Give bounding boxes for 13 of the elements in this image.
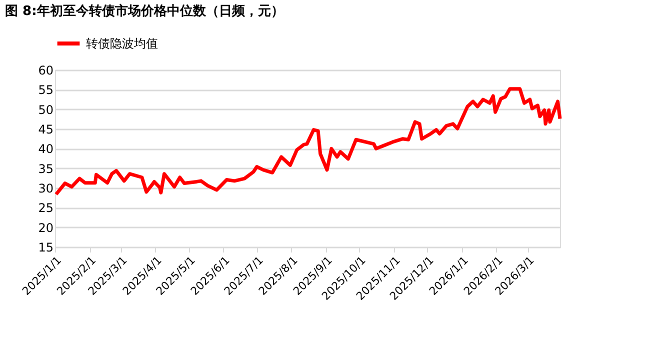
y-tick-label: 45 xyxy=(38,122,54,136)
y-tick-label: 30 xyxy=(38,182,54,196)
chart-title: 图 8:年初至今转债市场价格中位数（日频，元） xyxy=(5,3,284,19)
y-tick-label: 25 xyxy=(38,201,54,216)
y-tick-label: 15 xyxy=(38,240,54,254)
line-series xyxy=(54,87,562,196)
legend-label: 转债隐波均值 xyxy=(86,36,158,50)
y-tick-label: 50 xyxy=(38,102,54,117)
y-tick-label: 55 xyxy=(38,83,54,98)
y-tick-label: 60 xyxy=(38,64,54,78)
y-tick-label: 40 xyxy=(38,142,54,156)
y-tick-label: 35 xyxy=(38,162,54,176)
y-tick-label: 20 xyxy=(38,220,54,235)
